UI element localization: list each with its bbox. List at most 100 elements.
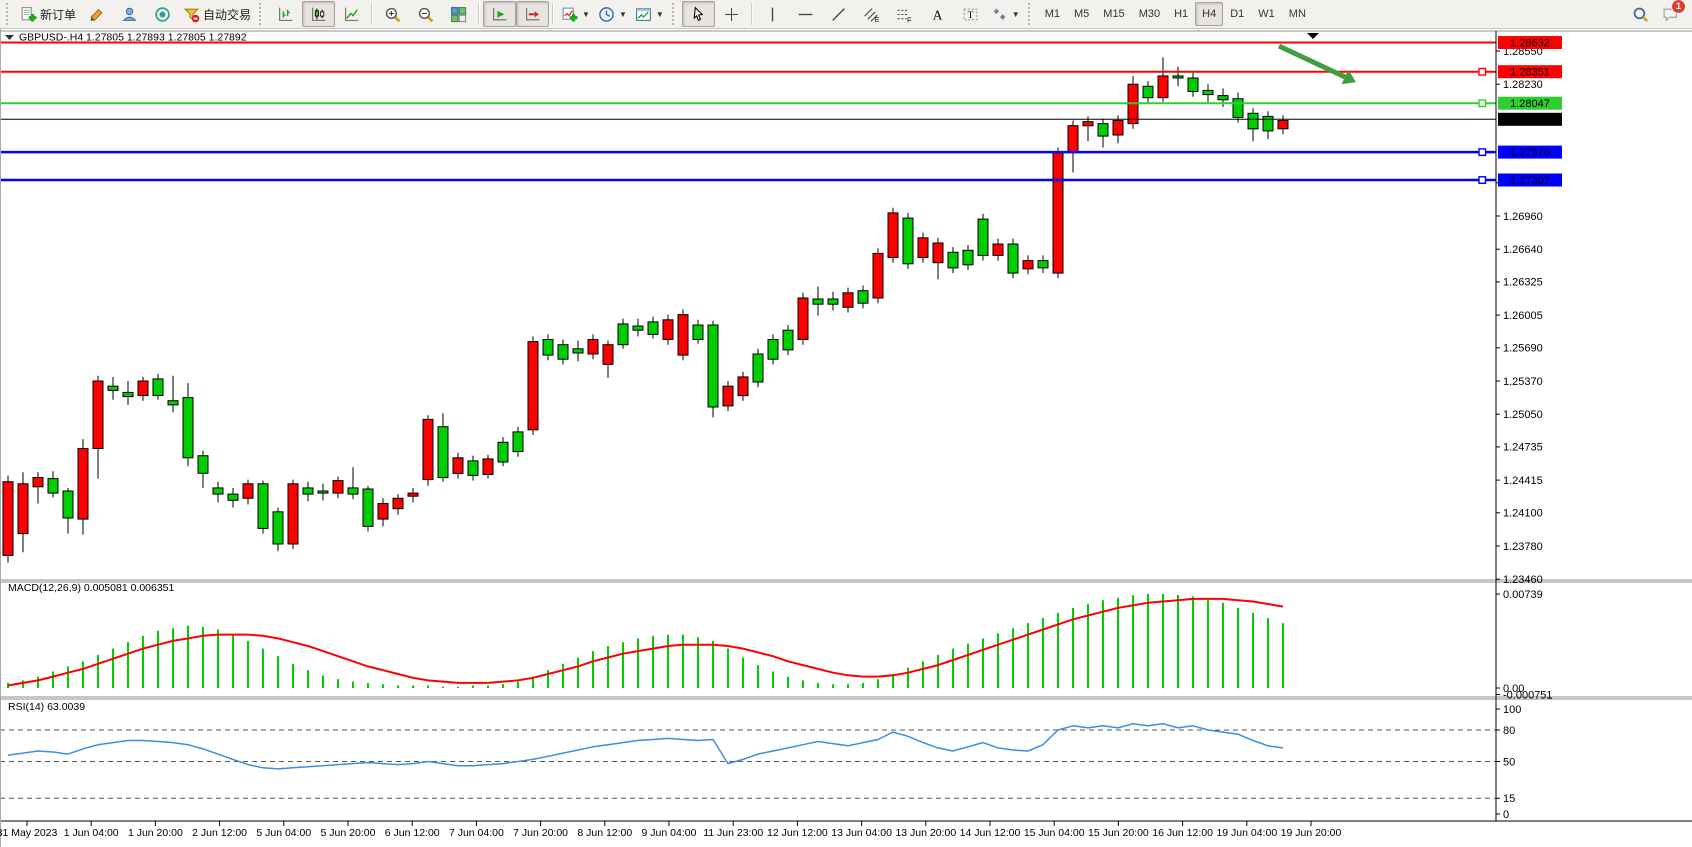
templates-button[interactable]: ▼ <box>631 1 668 27</box>
candle <box>17 483 29 535</box>
text-button[interactable]: A <box>921 1 954 27</box>
dropdown-caret-icon[interactable]: ▼ <box>618 9 627 19</box>
dropdown-caret-icon[interactable]: ▼ <box>1011 9 1020 19</box>
horizontal-line-button[interactable] <box>789 1 822 27</box>
indicators-icon <box>562 7 578 22</box>
toolbar-grip[interactable] <box>6 3 11 25</box>
candle <box>32 477 44 488</box>
chart-title-symbol: GBPUSD-.H4 <box>19 32 83 44</box>
candle <box>242 483 254 499</box>
dropdown-caret-icon[interactable]: ▼ <box>655 9 664 19</box>
candle <box>1112 120 1124 136</box>
macd-signal-line <box>7 597 1284 687</box>
bar-chart-icon <box>279 7 293 21</box>
vertical-line-button[interactable] <box>756 1 789 27</box>
autotrading-button[interactable]: 自动交易 <box>179 1 255 27</box>
candle <box>122 391 134 398</box>
notifications-button[interactable]: 1 <box>1658 0 1686 26</box>
timeframe-d1[interactable]: D1 <box>1230 8 1245 20</box>
chart-window[interactable]: 1.285501.282301.272801.269601.266401.263… <box>0 29 1692 847</box>
new-order-button[interactable]: 新订单 <box>16 1 80 27</box>
autoscroll-button[interactable] <box>483 1 517 27</box>
support-line-2-price-badge <box>1498 173 1562 187</box>
bar-chart-button[interactable] <box>269 1 302 27</box>
fibonacci-button[interactable]: F <box>888 1 921 27</box>
toolbar-grip[interactable] <box>259 3 264 25</box>
svg-text:E: E <box>874 16 879 22</box>
candle <box>587 339 599 355</box>
timeframe-m15[interactable]: M15 <box>1103 8 1125 20</box>
horizontal-lines-layer <box>0 41 1496 185</box>
timeframe-m30[interactable]: M30 <box>1138 8 1161 20</box>
support-line-2-handle[interactable] <box>1478 176 1487 185</box>
candle <box>1202 89 1214 96</box>
collapse-arrow-icon[interactable] <box>5 35 14 40</box>
text-label-button[interactable]: T <box>954 1 987 27</box>
candle <box>1022 260 1034 270</box>
cursor-button[interactable] <box>681 1 715 27</box>
candle <box>557 344 569 360</box>
toolbar-grip[interactable] <box>671 3 677 25</box>
publish-profile-button[interactable] <box>113 1 146 27</box>
zoom-out-button[interactable] <box>409 1 442 27</box>
price-tick: 1.25690 <box>1503 343 1543 355</box>
trendline-button[interactable] <box>822 1 855 27</box>
textlabel-icon: T <box>963 8 978 21</box>
time-axis-label: 19 Jun 04:00 <box>1216 827 1277 839</box>
timeframe-m1[interactable]: M1 <box>1044 8 1060 20</box>
metaeditor-button[interactable] <box>80 1 113 27</box>
candle <box>887 212 899 258</box>
resistance-line-2-handle[interactable] <box>1478 67 1487 76</box>
alerts-button[interactable] <box>146 1 179 27</box>
metaeditor-icon <box>90 8 103 21</box>
chartshift-button[interactable] <box>516 1 550 27</box>
svg-text:1.28047: 1.28047 <box>1510 98 1550 110</box>
chart-frame-layer <box>0 29 1692 847</box>
macd-pane[interactable] <box>7 593 1284 688</box>
timeframe-mn[interactable]: MN <box>1288 8 1306 20</box>
search-button[interactable] <box>1628 2 1652 26</box>
candle <box>287 483 299 545</box>
price-tick: 1.23460 <box>1503 574 1543 586</box>
candlestick-icon <box>312 7 326 21</box>
candle <box>1142 85 1154 99</box>
candle <box>497 441 509 463</box>
candle <box>407 492 419 497</box>
arrows-button[interactable]: ▼ <box>987 1 1024 27</box>
time-axis-label: 16 Jun 12:00 <box>1152 827 1213 839</box>
price-tick: 1.24735 <box>1503 442 1543 454</box>
toolbar-grip[interactable] <box>1027 3 1033 25</box>
timeframe-m5[interactable]: M5 <box>1074 8 1090 20</box>
green-arrow-head[interactable] <box>1341 69 1356 85</box>
timeframe-h4[interactable]: H4 <box>1195 2 1224 26</box>
time-axis-label: 31 May 2023 <box>0 827 58 839</box>
dropdown-caret-icon[interactable]: ▼ <box>582 9 590 19</box>
candle <box>1217 95 1229 101</box>
timeframe-h1[interactable]: H1 <box>1174 8 1189 20</box>
support-line-1-handle[interactable] <box>1478 148 1487 157</box>
zoom-in-button[interactable] <box>376 1 409 27</box>
line-chart-button[interactable] <box>335 1 368 27</box>
pivot-line-handle[interactable] <box>1478 99 1487 108</box>
candlestick-button[interactable] <box>302 1 336 27</box>
resistance-line-1-price-badge <box>1498 36 1562 49</box>
green-arrow-annotation[interactable] <box>1277 43 1347 80</box>
time-axis-label: 7 Jun 04:00 <box>449 827 504 839</box>
autotrading-button-label: 自动交易 <box>203 7 252 22</box>
chart-shift-marker[interactable] <box>1307 33 1319 39</box>
rsi-axis-tick: 80 <box>1503 725 1515 737</box>
candle <box>182 397 194 459</box>
periods-button[interactable]: ▼ <box>594 1 631 27</box>
equidistant-channel-button[interactable]: E <box>855 1 888 27</box>
indicators-button[interactable]: ▼ <box>557 1 594 27</box>
crosshair-button[interactable] <box>715 1 748 27</box>
timeframe-w1[interactable]: W1 <box>1258 8 1275 20</box>
tile-windows-button[interactable] <box>442 1 475 27</box>
resistance-line-2-price-badge <box>1498 65 1562 79</box>
rsi-pane[interactable] <box>0 722 1496 799</box>
tile-windows-icon <box>451 6 467 22</box>
price-tick: 1.25050 <box>1503 409 1543 421</box>
candle <box>47 478 59 494</box>
candle <box>392 497 404 510</box>
candle <box>452 457 464 474</box>
